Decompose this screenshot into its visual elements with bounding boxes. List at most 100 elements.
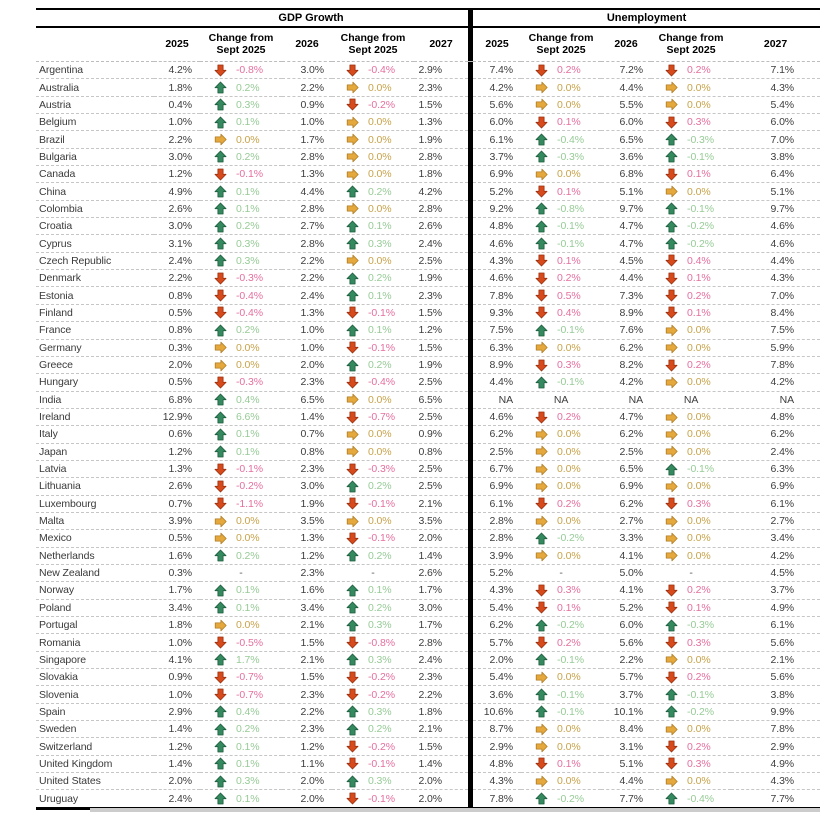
gdp-2027-value: 0.8% bbox=[414, 443, 469, 461]
gdp-change-1-cell: 0.1% bbox=[200, 425, 282, 444]
gdp-2025-value: 2.2% bbox=[154, 130, 200, 149]
unemp-2027-value: 5.6% bbox=[731, 668, 820, 687]
change-value: 0.2% bbox=[368, 601, 392, 614]
change-value: -0.3% bbox=[557, 150, 584, 163]
change-value: 0.0% bbox=[557, 671, 581, 684]
unemp-change-1-cell: -0.1% bbox=[521, 651, 602, 670]
unemp-2027-value: 4.5% bbox=[731, 564, 820, 583]
change-value: -0.1% bbox=[368, 757, 395, 770]
table-row: Belgium 1.0% 0.1% 1.0% 0.0% 1.3% 6.0% 0.1% 6.0% 0… bbox=[36, 113, 820, 132]
section-divider bbox=[468, 616, 474, 635]
gdp-2026-value: 1.9% bbox=[282, 495, 332, 513]
unemp-change-1-cell: -0.1% bbox=[521, 685, 602, 704]
up-arrow-icon bbox=[346, 480, 359, 493]
down-arrow-icon bbox=[346, 341, 359, 354]
flat-arrow-icon bbox=[346, 202, 359, 215]
change-value: 0.0% bbox=[557, 515, 581, 528]
unemp-change-1-cell: 0.0% bbox=[521, 460, 602, 479]
country-column-header bbox=[36, 9, 154, 28]
flat-arrow-icon bbox=[346, 150, 359, 163]
unemp-change-2-cell: - bbox=[651, 564, 732, 583]
up-arrow-icon bbox=[535, 133, 548, 146]
gdp-2025-value: 0.8% bbox=[154, 321, 200, 340]
unemp-2027-value: 4.6% bbox=[731, 217, 820, 236]
country-label: Croatia bbox=[36, 217, 154, 236]
gdp-change-2-cell: 0.2% bbox=[332, 182, 414, 201]
unemp-change-2-cell: 0.0% bbox=[651, 529, 732, 548]
flat-arrow-icon bbox=[214, 532, 227, 545]
unemp-change-2-cell: 0.0% bbox=[651, 720, 732, 739]
change-value: 0.3% bbox=[687, 116, 711, 129]
country-label: Portugal bbox=[36, 616, 154, 635]
up-arrow-icon bbox=[535, 202, 548, 215]
change-header-line2: Sept 2025 bbox=[536, 44, 586, 56]
gdp-change-2-cell: 0.2% bbox=[332, 477, 414, 496]
gdp-2027-value: 2.0% bbox=[414, 529, 469, 548]
unemp-2026-value: 5.2% bbox=[601, 599, 652, 618]
change-value: -0.1% bbox=[368, 792, 395, 805]
gdp-change-2-cell: - bbox=[332, 564, 414, 583]
change-header-line2: Sept 2025 bbox=[348, 44, 398, 56]
gdp-2025-value: 4.2% bbox=[154, 61, 200, 80]
gdp-2027-value: 3.5% bbox=[414, 512, 469, 531]
up-arrow-icon bbox=[214, 254, 227, 267]
table-row: Sweden 1.4% 0.2% 2.3% 0.2% 2.1% 8.7% 0.0% 8.4% 0.… bbox=[36, 720, 820, 739]
unemp-change-2-cell: 0.0% bbox=[651, 651, 732, 670]
up-arrow-icon bbox=[214, 185, 227, 198]
unemp-2025-value: 5.4% bbox=[473, 668, 522, 687]
gdp-change-1-cell: 0.3% bbox=[200, 96, 282, 115]
gdp-change-2-cell: -0.2% bbox=[332, 685, 414, 704]
section-divider bbox=[468, 633, 474, 652]
gdp-change-1-cell: 0.2% bbox=[200, 78, 282, 97]
change-value: -0.5% bbox=[236, 636, 263, 649]
unemp-2025-value: NA bbox=[473, 391, 522, 409]
unemp-2027-value: 5.6% bbox=[731, 633, 820, 652]
change-value: 0.0% bbox=[557, 775, 581, 788]
down-arrow-icon bbox=[535, 64, 548, 77]
gdp-2025-value: 0.6% bbox=[154, 425, 200, 444]
flat-arrow-icon bbox=[346, 428, 359, 441]
unemp-2026-value: 6.8% bbox=[601, 165, 652, 184]
country-label: Colombia bbox=[36, 200, 154, 219]
change-value: -0.2% bbox=[368, 740, 395, 753]
gdp-2025-value: 3.0% bbox=[154, 217, 200, 236]
flat-arrow-icon bbox=[346, 515, 359, 528]
unemp-change-1-cell: 0.2% bbox=[521, 408, 602, 427]
country-label: Switzerland bbox=[36, 737, 154, 756]
flat-arrow-icon bbox=[535, 671, 548, 684]
country-label: Mexico bbox=[36, 529, 154, 548]
unemp-change-2-cell: 0.3% bbox=[651, 755, 732, 774]
table-row: Canada 1.2% -0.1% 1.3% 0.0% 1.8% 6.9% 0.0% 6.8% 0… bbox=[36, 165, 820, 184]
change-value: 0.1% bbox=[557, 757, 581, 770]
unemp-change-1-cell: - bbox=[521, 564, 602, 583]
unemp-2026-value: 6.5% bbox=[601, 460, 652, 479]
gdp-change-1-cell: 0.1% bbox=[200, 790, 282, 808]
unemp-2026-value: 6.0% bbox=[601, 113, 652, 132]
change-value: -0.8% bbox=[557, 202, 584, 215]
section-divider bbox=[468, 217, 474, 236]
up-arrow-icon bbox=[214, 584, 227, 597]
section-divider bbox=[468, 668, 474, 687]
change-value: 0.3% bbox=[368, 619, 392, 632]
unemp-2026-value: 5.6% bbox=[601, 633, 652, 652]
up-arrow-icon bbox=[346, 705, 359, 718]
gdp-change-1-cell: 0.3% bbox=[200, 772, 282, 791]
down-arrow-icon bbox=[214, 480, 227, 493]
table-row: Finland 0.5% -0.4% 1.3% -0.1% 1.5% 9.3% 0.4% 8.9… bbox=[36, 304, 820, 323]
change-value: -0.8% bbox=[236, 64, 263, 77]
unemp-change-1-cell: 0.0% bbox=[521, 512, 602, 531]
unemp-2027-value: 6.2% bbox=[731, 425, 820, 444]
gdp-2026-value: 2.0% bbox=[282, 356, 332, 375]
change-value: 0.0% bbox=[687, 775, 711, 788]
gdp-change-1-cell: -0.5% bbox=[200, 633, 282, 652]
flat-arrow-icon bbox=[346, 168, 359, 181]
gdp-change-1-cell: -0.3% bbox=[200, 373, 282, 392]
flat-arrow-icon bbox=[665, 324, 678, 337]
section-divider bbox=[468, 512, 474, 531]
unemp-2026-value: 7.2% bbox=[601, 61, 652, 80]
gdp-2026-value: 2.8% bbox=[282, 200, 332, 219]
gdp-2026-value: 2.3% bbox=[282, 685, 332, 704]
down-arrow-icon bbox=[665, 359, 678, 372]
up-arrow-icon bbox=[214, 740, 227, 753]
section-divider bbox=[468, 703, 474, 722]
